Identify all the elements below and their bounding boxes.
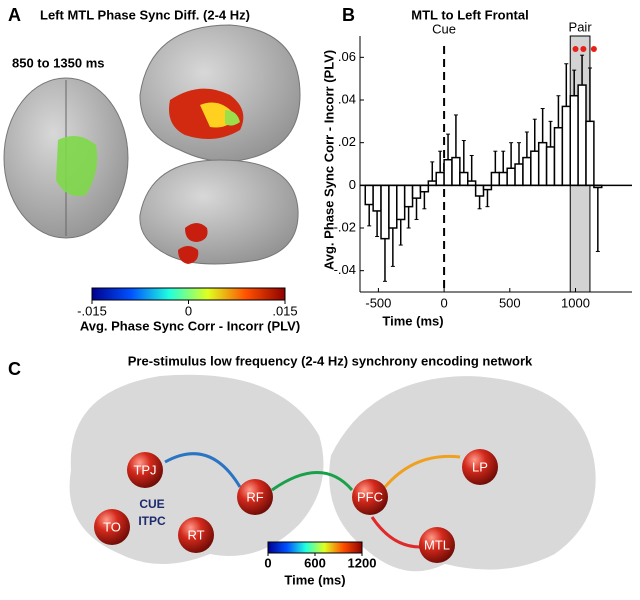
bar xyxy=(380,184,390,240)
bar xyxy=(561,105,571,187)
x-axis-label: Time (ms) xyxy=(382,313,443,328)
bar xyxy=(506,167,516,187)
bar xyxy=(569,94,579,187)
itpc-note: ITPC xyxy=(138,514,166,528)
bar xyxy=(537,141,548,187)
y-tick-label: .04 xyxy=(338,91,356,106)
connection-arrows xyxy=(164,452,461,549)
bar xyxy=(411,184,422,199)
node-label: RF xyxy=(246,489,263,504)
colorbar-label: Time (ms) xyxy=(284,572,345,587)
bar xyxy=(514,163,524,187)
y-tick-label: -.02 xyxy=(334,219,356,234)
panel-letter: A xyxy=(8,5,21,25)
node-label: LP xyxy=(472,459,488,474)
chart-title: MTL to Left Frontal xyxy=(411,7,528,22)
significance-dot xyxy=(572,46,579,52)
y-tick-label: -.04 xyxy=(334,262,356,277)
bar xyxy=(553,126,564,187)
significance-dot xyxy=(580,46,587,52)
panel-letter: B xyxy=(342,5,355,25)
colorbar-tick-label: .015 xyxy=(272,303,297,318)
bar xyxy=(372,184,382,212)
panel-title: Left MTL Phase Sync Diff. (2-4 Hz) xyxy=(40,7,250,22)
x-tick-label: 1000 xyxy=(561,295,590,310)
bar xyxy=(459,171,469,187)
y-tick-label: .02 xyxy=(338,134,356,149)
bar xyxy=(498,171,508,187)
node-label: TPJ xyxy=(133,462,156,477)
node-label: PFC xyxy=(357,489,383,504)
node xyxy=(352,479,388,515)
bar xyxy=(403,184,414,208)
colorbar xyxy=(91,287,286,301)
node xyxy=(178,517,214,553)
brain-images xyxy=(3,24,301,265)
cue-label: Cue xyxy=(432,21,456,36)
bar xyxy=(419,184,430,193)
bar xyxy=(443,158,453,187)
x-tick-label: -500 xyxy=(365,295,391,310)
colorbar-tick-label: 0 xyxy=(264,555,271,570)
bar xyxy=(545,146,556,187)
node xyxy=(127,452,163,488)
bar xyxy=(364,184,374,206)
bar xyxy=(451,156,461,187)
bar-chart: B MTL to Left Frontal Pair Cue -.04 -.02 0 .02.… xyxy=(321,5,632,328)
bar xyxy=(585,120,595,187)
bar xyxy=(396,184,406,221)
node xyxy=(462,449,498,485)
x-tick-label: 0 xyxy=(440,295,447,310)
colorbar-label: Avg. Phase Sync Corr - Incorr (PLV) xyxy=(80,318,300,333)
bar xyxy=(490,171,501,187)
bar xyxy=(530,150,540,187)
bar xyxy=(577,84,587,187)
colorbar-tick-label: -.015 xyxy=(77,303,107,318)
significance-dot xyxy=(590,46,597,52)
bar xyxy=(522,156,532,187)
pair-label: Pair xyxy=(569,19,593,34)
node xyxy=(94,509,130,545)
node-label: TO xyxy=(103,519,121,534)
node-label: RT xyxy=(187,527,204,542)
itpc-note: CUE xyxy=(139,497,164,511)
brain-images xyxy=(67,372,598,574)
panel-title: Pre-stimulus low frequency (2-4 Hz) sync… xyxy=(128,353,533,368)
x-tick-label: 500 xyxy=(499,295,521,310)
y-tick-label: 0 xyxy=(349,177,356,192)
node-label: MTL xyxy=(424,537,450,552)
node xyxy=(237,479,273,515)
colorbar-tick-label: 600 xyxy=(304,555,326,570)
time-window: 850 to 1350 ms xyxy=(12,55,105,70)
panel-letter: C xyxy=(8,359,21,379)
bar xyxy=(435,171,445,187)
colorbar xyxy=(267,541,363,554)
y-tick-label: .06 xyxy=(338,49,356,64)
colorbar-tick-label: 1200 xyxy=(348,555,377,570)
node xyxy=(419,527,455,563)
bar xyxy=(474,184,485,197)
y-axis-label: Avg. Phase Sync Corr - Incorr (PLV) xyxy=(321,50,336,270)
colorbar-tick-label: 0 xyxy=(185,303,192,318)
bar xyxy=(388,184,398,229)
